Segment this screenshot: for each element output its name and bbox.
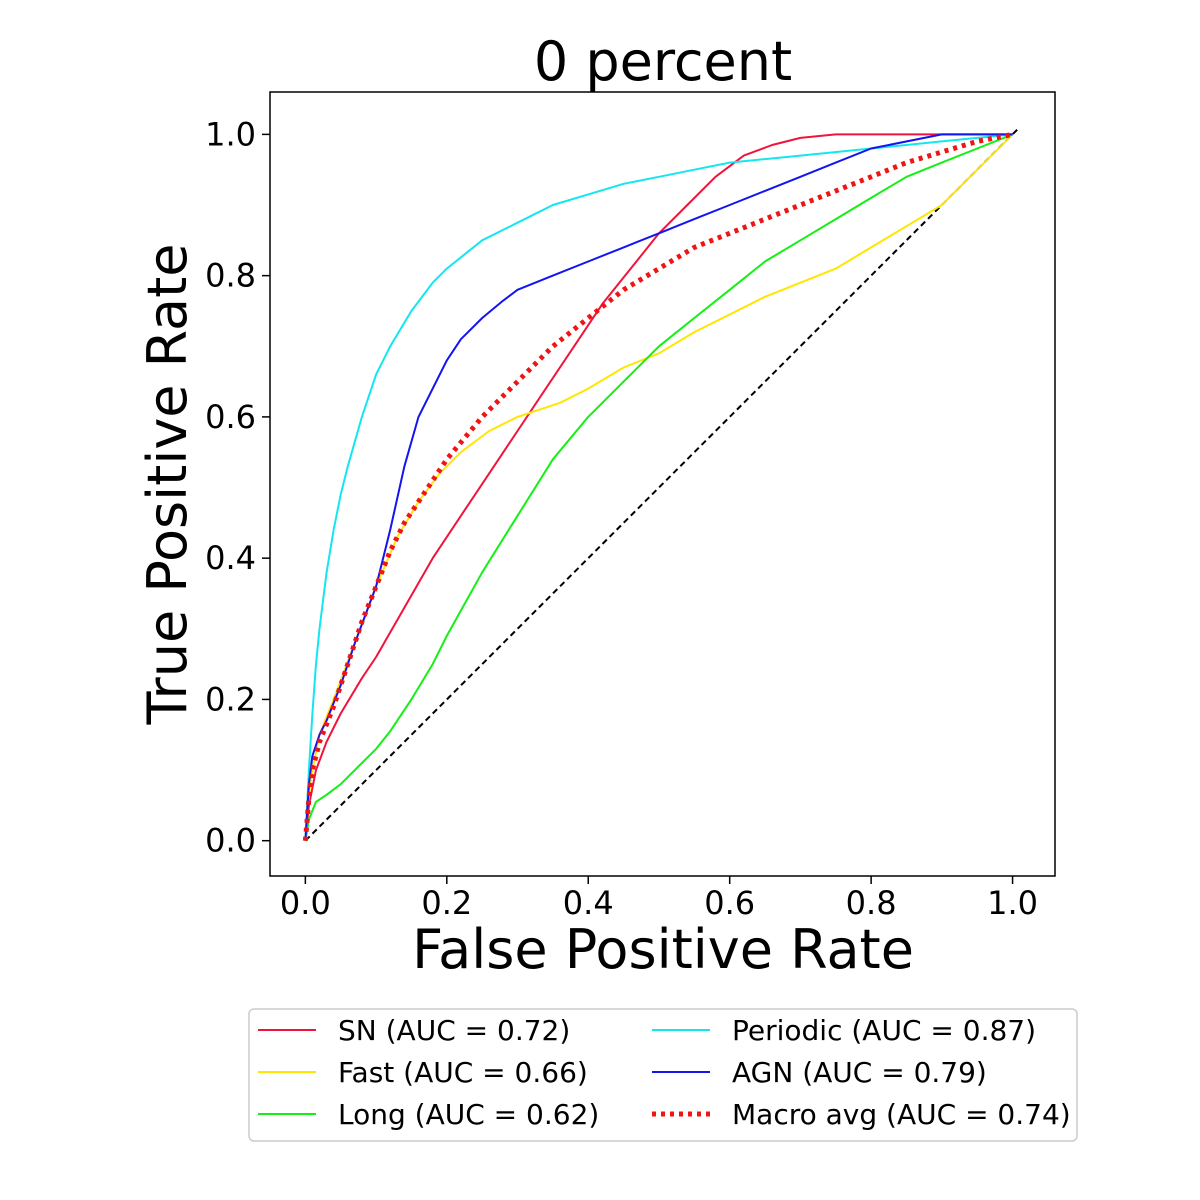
x-tick-label: 1.0 — [987, 884, 1038, 922]
x-tick-label: 0.0 — [280, 884, 331, 922]
y-tick-label: 1.0 — [205, 115, 256, 153]
legend: SN (AUC = 0.72) Fast (AUC = 0.66) Long (AU… — [248, 1008, 1078, 1142]
legend-label: Periodic (AUC = 0.87) — [732, 1014, 1036, 1047]
y-tick-label: 0.4 — [205, 539, 256, 577]
chart-title: 0 percent — [534, 30, 792, 93]
legend-label: Macro avg (AUC = 0.74) — [732, 1098, 1071, 1131]
x-tick-label: 0.6 — [704, 884, 755, 922]
y-axis-label: True Positive Rate — [136, 243, 199, 725]
series-line-5 — [302, 131, 1014, 841]
y-tick-label: 0.0 — [205, 822, 256, 860]
y-tick-label: 0.8 — [205, 257, 256, 295]
x-axis-ticks: 0.0 0.2 0.4 0.6 0.8 1.0 — [280, 876, 1038, 922]
chance-diagonal-line — [304, 126, 1021, 842]
legend-label: Long (AUC = 0.62) — [338, 1098, 599, 1131]
x-tick-label: 0.2 — [421, 884, 472, 922]
series-line-0 — [304, 133, 1013, 841]
x-tick-label: 0.4 — [563, 884, 614, 922]
y-tick-label: 0.2 — [205, 680, 256, 718]
legend-label: AGN (AUC = 0.79) — [732, 1056, 987, 1089]
series-line-2 — [304, 133, 1013, 841]
x-axis-label: False Positive Rate — [412, 918, 914, 981]
series-line-3 — [304, 133, 1013, 841]
x-tick-label: 0.8 — [846, 884, 897, 922]
plot-area — [269, 91, 1056, 877]
legend-label: Fast (AUC = 0.66) — [338, 1056, 588, 1089]
y-tick-label: 0.6 — [205, 398, 256, 436]
y-axis-ticks: 0.0 0.2 0.4 0.6 0.8 1.0 — [205, 115, 270, 860]
legend-items: SN (AUC = 0.72) Fast (AUC = 0.66) Long (AU… — [258, 1014, 1071, 1131]
legend-frame — [248, 1008, 1078, 1142]
legend-label: SN (AUC = 0.72) — [338, 1014, 570, 1047]
series-layer — [302, 126, 1021, 842]
